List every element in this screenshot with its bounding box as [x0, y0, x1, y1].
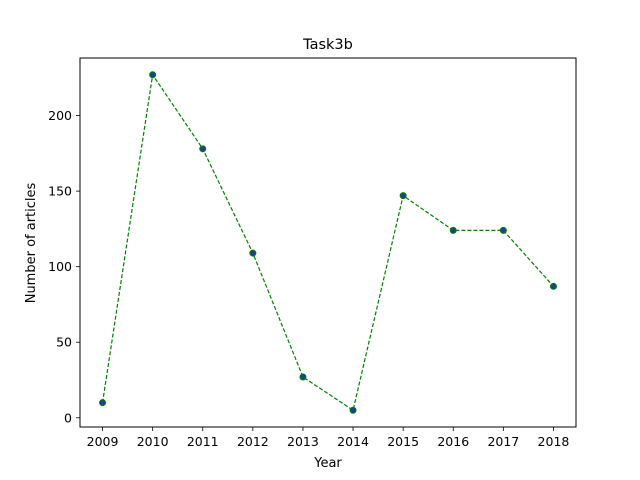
x-tick-label: 2009 — [87, 434, 119, 449]
x-axis-label: Year — [313, 456, 342, 471]
data-point — [249, 249, 257, 257]
y-tick-label: 150 — [48, 184, 72, 199]
data-point — [99, 399, 107, 407]
x-tick-label: 2010 — [137, 434, 169, 449]
x-tick-label: 2018 — [538, 434, 570, 449]
plot-frame — [79, 57, 577, 428]
x-tick-label: 2017 — [487, 434, 519, 449]
data-point — [199, 145, 207, 153]
x-tick-label: 2011 — [187, 434, 219, 449]
x-tick-label: 2012 — [237, 434, 269, 449]
data-point — [349, 406, 357, 414]
y-tick-label: 100 — [48, 259, 72, 274]
y-tick-label: 0 — [64, 410, 72, 425]
x-tick-label: 2016 — [437, 434, 469, 449]
y-axis-label: Number of articles — [24, 182, 39, 303]
data-point — [499, 226, 507, 234]
chart-title: Task3b — [302, 37, 353, 53]
y-tick-label: 50 — [56, 335, 72, 350]
data-point — [399, 192, 407, 200]
data-point — [299, 373, 307, 381]
x-tick-label: 2014 — [337, 434, 369, 449]
data-point — [149, 71, 157, 79]
x-tick-label: 2013 — [287, 434, 319, 449]
y-tick-label: 200 — [48, 108, 72, 123]
plot-area: 2009 2010 2011 2012 2013 2014 2015 2016 2017 2018… — [48, 71, 570, 449]
data-point — [549, 282, 557, 290]
data-point — [449, 226, 457, 234]
x-tick-label: 2015 — [387, 434, 419, 449]
